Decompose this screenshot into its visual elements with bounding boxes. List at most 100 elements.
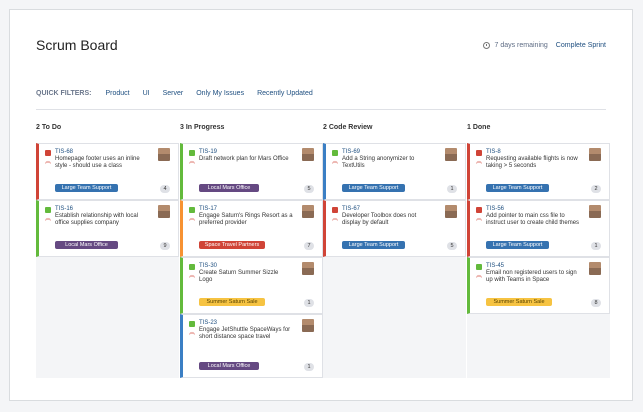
issue-card[interactable]: ︽ TIS-67 Developer Toolbox does not disp… bbox=[323, 200, 466, 257]
issue-summary: Establish relationship with local office… bbox=[55, 213, 139, 226]
issue-card[interactable]: ︽ TIS-69 Add a String anonymizer to Text… bbox=[323, 143, 466, 200]
priority-icon: ︽ bbox=[476, 216, 483, 222]
filter-server[interactable]: Server bbox=[162, 90, 184, 97]
issue-card[interactable]: ︽ TIS-45 Email non registered users to s… bbox=[467, 257, 610, 314]
avatar bbox=[445, 205, 457, 218]
priority-icon: ︽ bbox=[476, 273, 483, 279]
issue-summary: Draft network plan for Mars Office bbox=[199, 156, 289, 162]
bug-icon bbox=[476, 150, 482, 156]
priority-icon: ︽ bbox=[189, 330, 196, 336]
issue-summary: Add a String anonymizer to TextUtils bbox=[342, 156, 415, 169]
bug-icon bbox=[476, 207, 482, 213]
issue-key[interactable]: TIS-69 bbox=[342, 149, 361, 155]
priority-icon: ︽ bbox=[332, 216, 339, 222]
issue-card[interactable]: ︽ TIS-23 Engage JetShuttle SpaceWays for… bbox=[180, 314, 323, 378]
column-code-review: ︽ TIS-69 Add a String anonymizer to Text… bbox=[323, 143, 466, 378]
issue-key[interactable]: TIS-30 bbox=[199, 263, 218, 269]
filter-only-my-issues[interactable]: Only My Issues bbox=[196, 90, 245, 97]
story-points: 2 bbox=[591, 185, 601, 193]
avatar bbox=[589, 262, 601, 275]
issue-key[interactable]: TIS-45 bbox=[486, 263, 505, 269]
epic-label: Local Mars Office bbox=[199, 362, 259, 370]
story-points: 7 bbox=[304, 242, 314, 250]
story-points: 4 bbox=[160, 185, 170, 193]
avatar bbox=[589, 205, 601, 218]
issue-card[interactable]: ︽ TIS-56 Add pointer to main css file to… bbox=[467, 200, 610, 257]
priority-icon: ︽ bbox=[189, 216, 196, 222]
priority-icon: ︽ bbox=[189, 273, 196, 279]
story-points: 5 bbox=[447, 242, 457, 250]
epic-label: Large Team Support bbox=[486, 184, 549, 192]
issue-key[interactable]: TIS-67 bbox=[342, 206, 361, 212]
sprint-status: 7 days remaining Complete Sprint bbox=[483, 42, 606, 49]
story-icon bbox=[189, 264, 195, 270]
priority-icon: ︽ bbox=[189, 159, 196, 165]
board-frame: Scrum Board 7 days remaining Complete Sp… bbox=[9, 9, 633, 401]
story-points: 1 bbox=[591, 242, 601, 250]
priority-icon: ︽ bbox=[476, 159, 483, 165]
epic-label: Local Mars Office bbox=[55, 241, 118, 249]
avatar bbox=[445, 148, 457, 161]
issue-card[interactable]: ︽ TIS-8 Requesting available flights is … bbox=[467, 143, 610, 200]
issue-key[interactable]: TIS-16 bbox=[55, 206, 74, 212]
page-title: Scrum Board bbox=[36, 37, 118, 53]
story-icon bbox=[189, 321, 195, 327]
epic-label: Large Team Support bbox=[342, 241, 405, 249]
issue-summary: Add pointer to main css file to instruct… bbox=[486, 213, 580, 226]
quick-filters-label: QUICK FILTERS: bbox=[36, 90, 92, 97]
divider bbox=[36, 109, 606, 110]
filter-ui[interactable]: UI bbox=[142, 90, 150, 97]
complete-sprint-button[interactable]: Complete Sprint bbox=[555, 42, 606, 49]
issue-card[interactable]: ︽ TIS-17 Engage Saturn's Rings Resort as… bbox=[180, 200, 323, 257]
bug-icon bbox=[45, 150, 51, 156]
epic-label: Large Team Support bbox=[486, 241, 549, 249]
issue-summary: Create Saturn Summer Sizzle Logo bbox=[199, 270, 279, 283]
column-header-todo: 2 To Do bbox=[36, 124, 62, 131]
issue-key[interactable]: TIS-17 bbox=[199, 206, 218, 212]
priority-icon: ︽ bbox=[332, 159, 339, 165]
avatar bbox=[589, 148, 601, 161]
story-points: 1 bbox=[304, 299, 314, 307]
column-todo: ︽ TIS-68 Homepage footer uses an inline … bbox=[36, 143, 179, 378]
issue-summary: Developer Toolbox does not display by de… bbox=[342, 213, 417, 226]
epic-label: Summer Saturn Sale bbox=[199, 298, 265, 306]
issue-summary: Engage Saturn's Rings Resort as a prefer… bbox=[199, 213, 293, 226]
issue-card[interactable]: ︽ TIS-16 Establish relationship with loc… bbox=[36, 200, 179, 257]
epic-label: Local Mars Office bbox=[199, 184, 259, 192]
issue-key[interactable]: TIS-23 bbox=[199, 320, 218, 326]
avatar bbox=[158, 205, 170, 218]
avatar bbox=[302, 262, 314, 275]
story-points: 5 bbox=[304, 185, 314, 193]
epic-label: Large Team Support bbox=[342, 184, 405, 192]
issue-key[interactable]: TIS-8 bbox=[486, 149, 501, 155]
story-icon bbox=[189, 150, 195, 156]
issue-key[interactable]: TIS-19 bbox=[199, 149, 218, 155]
issue-key[interactable]: TIS-68 bbox=[55, 149, 74, 155]
issue-card[interactable]: ︽ TIS-30 Create Saturn Summer Sizzle Log… bbox=[180, 257, 323, 314]
bug-icon bbox=[332, 207, 338, 213]
column-header-done: 1 Done bbox=[467, 124, 491, 131]
story-points: 8 bbox=[591, 299, 601, 307]
story-points: 9 bbox=[160, 242, 170, 250]
avatar bbox=[302, 205, 314, 218]
issue-key[interactable]: TIS-56 bbox=[486, 206, 505, 212]
story-icon bbox=[189, 207, 195, 213]
story-points: 1 bbox=[447, 185, 457, 193]
filter-recently-updated[interactable]: Recently Updated bbox=[257, 90, 313, 97]
story-icon bbox=[332, 150, 338, 156]
epic-label: Large Team Support bbox=[55, 184, 118, 192]
priority-icon: ︽ bbox=[45, 159, 52, 165]
column-done: ︽ TIS-8 Requesting available flights is … bbox=[467, 143, 610, 378]
issue-card[interactable]: ︽ TIS-19 Draft network plan for Mars Off… bbox=[180, 143, 323, 200]
filter-product[interactable]: Product bbox=[105, 90, 130, 97]
story-icon bbox=[45, 207, 51, 213]
issue-summary: Requesting available flights is now taki… bbox=[486, 156, 578, 169]
epic-label: Summer Saturn Sale bbox=[486, 298, 552, 306]
epic-label: Space Travel Partners bbox=[199, 241, 265, 249]
story-icon bbox=[476, 264, 482, 270]
issue-card[interactable]: ︽ TIS-68 Homepage footer uses an inline … bbox=[36, 143, 179, 200]
clock-icon bbox=[483, 42, 491, 49]
days-remaining: 7 days remaining bbox=[494, 42, 548, 49]
column-header-in-progress: 3 In Progress bbox=[180, 124, 225, 131]
column-in-progress: ︽ TIS-19 Draft network plan for Mars Off… bbox=[180, 143, 323, 378]
